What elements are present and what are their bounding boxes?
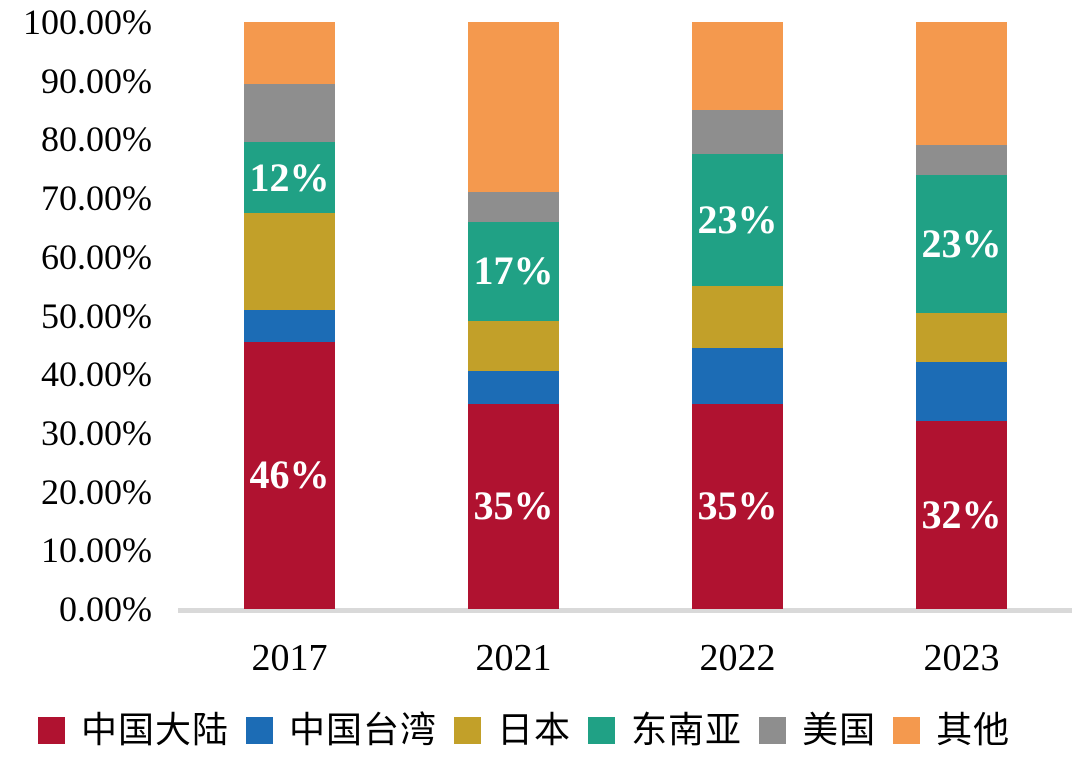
bar-segment-美国 bbox=[916, 145, 1007, 175]
bar-2021: 35% 17% bbox=[468, 22, 559, 609]
legend-swatch-icon bbox=[38, 716, 65, 744]
bar-segment-日本 bbox=[692, 286, 783, 348]
legend-swatch-icon bbox=[246, 716, 274, 744]
bar-segment-美国 bbox=[468, 192, 559, 222]
legend-item-东南亚: 东南亚 bbox=[588, 710, 742, 750]
bar-segment-中国台湾 bbox=[692, 347, 783, 404]
y-tick-label: 80.00% bbox=[41, 119, 152, 160]
legend-swatch-icon bbox=[588, 716, 616, 744]
y-tick-label: 90.00% bbox=[41, 60, 152, 101]
y-tick-label: 70.00% bbox=[41, 178, 152, 219]
y-tick-label: 0.00% bbox=[59, 589, 152, 629]
bar-segment-value-label: 35% bbox=[473, 483, 554, 529]
bar-segment-美国 bbox=[244, 83, 335, 143]
bar-segment-其他 bbox=[244, 22, 335, 84]
bar-segment-value-label: 32% bbox=[921, 492, 1002, 538]
legend-item-中国台湾: 中国台湾 bbox=[246, 710, 437, 750]
bar-segment-其他 bbox=[468, 22, 559, 193]
bar-segment-中国台湾 bbox=[468, 371, 559, 404]
y-tick-label: 40.00% bbox=[41, 354, 152, 395]
bar-segment-中国台湾 bbox=[244, 309, 335, 342]
bar-segment-中国大陆: 35% bbox=[692, 403, 783, 609]
bar-2022: 35% 23% bbox=[692, 22, 783, 609]
legend-item-中国大陆: 中国大陆 bbox=[38, 710, 229, 750]
bar-segment-日本 bbox=[244, 212, 335, 310]
legend-label: 中国大陆 bbox=[81, 710, 230, 750]
bar-segment-东南亚: 23% bbox=[692, 154, 783, 287]
legend-item-美国: 美国 bbox=[759, 710, 876, 750]
legend-label: 美国 bbox=[802, 710, 877, 750]
bar-segment-value-label: 35% bbox=[697, 483, 778, 529]
bar-segment-中国大陆: 35% bbox=[468, 403, 559, 609]
bar-segment-其他 bbox=[692, 22, 783, 111]
bar-segment-美国 bbox=[692, 110, 783, 155]
x-tick-label: 2021 bbox=[475, 637, 552, 679]
legend-swatch-icon bbox=[759, 716, 787, 744]
bar-segment-中国大陆: 46% bbox=[244, 341, 335, 609]
bar-segment-日本 bbox=[916, 312, 1007, 363]
bar-segment-中国台湾 bbox=[916, 362, 1007, 422]
x-tick-label: 2023 bbox=[923, 637, 1000, 679]
bar-segment-中国大陆: 32% bbox=[916, 421, 1007, 609]
x-tick-label: 2022 bbox=[699, 637, 776, 679]
legend-item-日本: 日本 bbox=[454, 710, 571, 750]
legend-label: 中国台湾 bbox=[289, 710, 438, 750]
legend-label: 其他 bbox=[936, 710, 1011, 750]
bar-segment-value-label: 46% bbox=[249, 452, 330, 498]
y-tick-label: 10.00% bbox=[41, 530, 152, 571]
bar-segment-value-label: 23% bbox=[921, 220, 1002, 266]
legend-swatch-icon bbox=[893, 716, 921, 744]
bar-2017: 46% 12% bbox=[244, 22, 335, 609]
bar-segment-value-label: 17% bbox=[473, 248, 554, 294]
y-tick-label: 30.00% bbox=[41, 412, 152, 453]
legend-swatch-icon bbox=[454, 716, 482, 744]
bar-segment-东南亚: 23% bbox=[916, 174, 1007, 313]
x-axis-line bbox=[178, 608, 1072, 613]
y-tick-label: 60.00% bbox=[41, 236, 152, 277]
bar-segment-value-label: 23% bbox=[697, 197, 778, 243]
legend-label: 东南亚 bbox=[631, 710, 743, 750]
legend-label: 日本 bbox=[497, 710, 572, 750]
bar-segment-日本 bbox=[468, 321, 559, 372]
x-tick-label: 2017 bbox=[251, 637, 328, 679]
y-tick-label: 50.00% bbox=[41, 295, 152, 336]
bar-segment-东南亚: 17% bbox=[468, 221, 559, 322]
y-tick-label: 100.00% bbox=[23, 2, 152, 42]
legend-item-其他: 其他 bbox=[893, 710, 1010, 750]
legend: 中国大陆 中国台湾 日本 东南亚 美国 其他 bbox=[38, 710, 1068, 750]
bar-2023: 32% 23% bbox=[916, 22, 1007, 609]
bar-segment-其他 bbox=[916, 22, 1007, 146]
bar-segment-东南亚: 12% bbox=[244, 142, 335, 213]
y-tick-label: 20.00% bbox=[41, 471, 152, 512]
bar-segment-value-label: 12% bbox=[249, 154, 330, 200]
